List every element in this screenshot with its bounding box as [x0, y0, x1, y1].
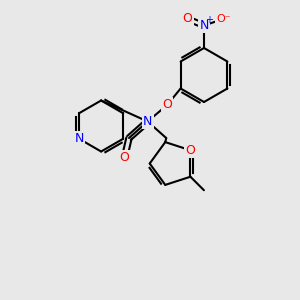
Text: N: N: [143, 115, 152, 128]
Text: +: +: [206, 15, 213, 25]
Text: O: O: [183, 12, 192, 26]
Text: N: N: [199, 19, 209, 32]
Text: O: O: [162, 98, 172, 112]
Text: O: O: [120, 151, 130, 164]
Text: N: N: [74, 132, 84, 145]
Text: O⁻: O⁻: [216, 14, 231, 24]
Text: O: O: [185, 144, 195, 157]
